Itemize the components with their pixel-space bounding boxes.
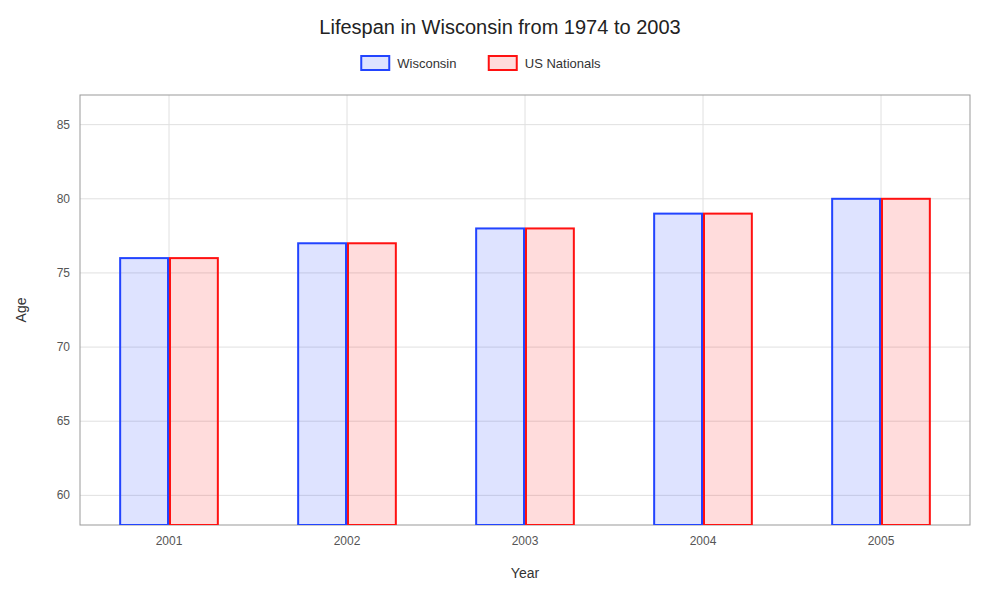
bar [882,199,930,525]
bar [298,243,346,525]
legend-swatch [489,56,517,70]
bar [654,214,702,525]
bar [348,243,396,525]
bar [120,258,168,525]
page: {"chart_data": {"type": "bar", "title": … [0,0,1000,600]
y-axis-label: Age [13,297,29,322]
y-tick-label: 60 [57,488,71,502]
plot-frame [80,95,970,525]
x-axis-label: Year [511,565,540,581]
y-tick-label: 75 [57,266,71,280]
legend-label: US Nationals [525,56,601,71]
legend: Wisconsin US Nationals [361,56,601,71]
x-tick-label: 2005 [868,534,895,548]
y-tick-label: 85 [57,118,71,132]
x-tick-label: 2003 [512,534,539,548]
y-tick-label: 80 [57,192,71,206]
y-tick-label: 70 [57,340,71,354]
bar [832,199,880,525]
x-tick-label: 2002 [334,534,361,548]
x-tick-label: 2004 [690,534,717,548]
grid [80,95,970,525]
legend-label: Wisconsin [397,56,456,71]
chart-svg: 60 65 70 75 80 85 2001 2002 2003 2004 2005 Year Age L… [0,0,1000,600]
title: Lifespan in Wisconsin from 1974 to 2003 [319,16,680,38]
x-axis: 2001 2002 2003 2004 2005 [156,534,895,548]
y-tick-label: 65 [57,414,71,428]
bar [526,228,574,525]
legend-swatch [361,56,389,70]
chart-container: 60 65 70 75 80 85 2001 2002 2003 2004 2005 Year Age L… [0,0,1000,600]
bars [120,199,930,525]
y-axis: 60 65 70 75 80 85 [57,118,71,503]
bar [170,258,218,525]
bar [476,228,524,525]
x-tick-label: 2001 [156,534,183,548]
bar [704,214,752,525]
